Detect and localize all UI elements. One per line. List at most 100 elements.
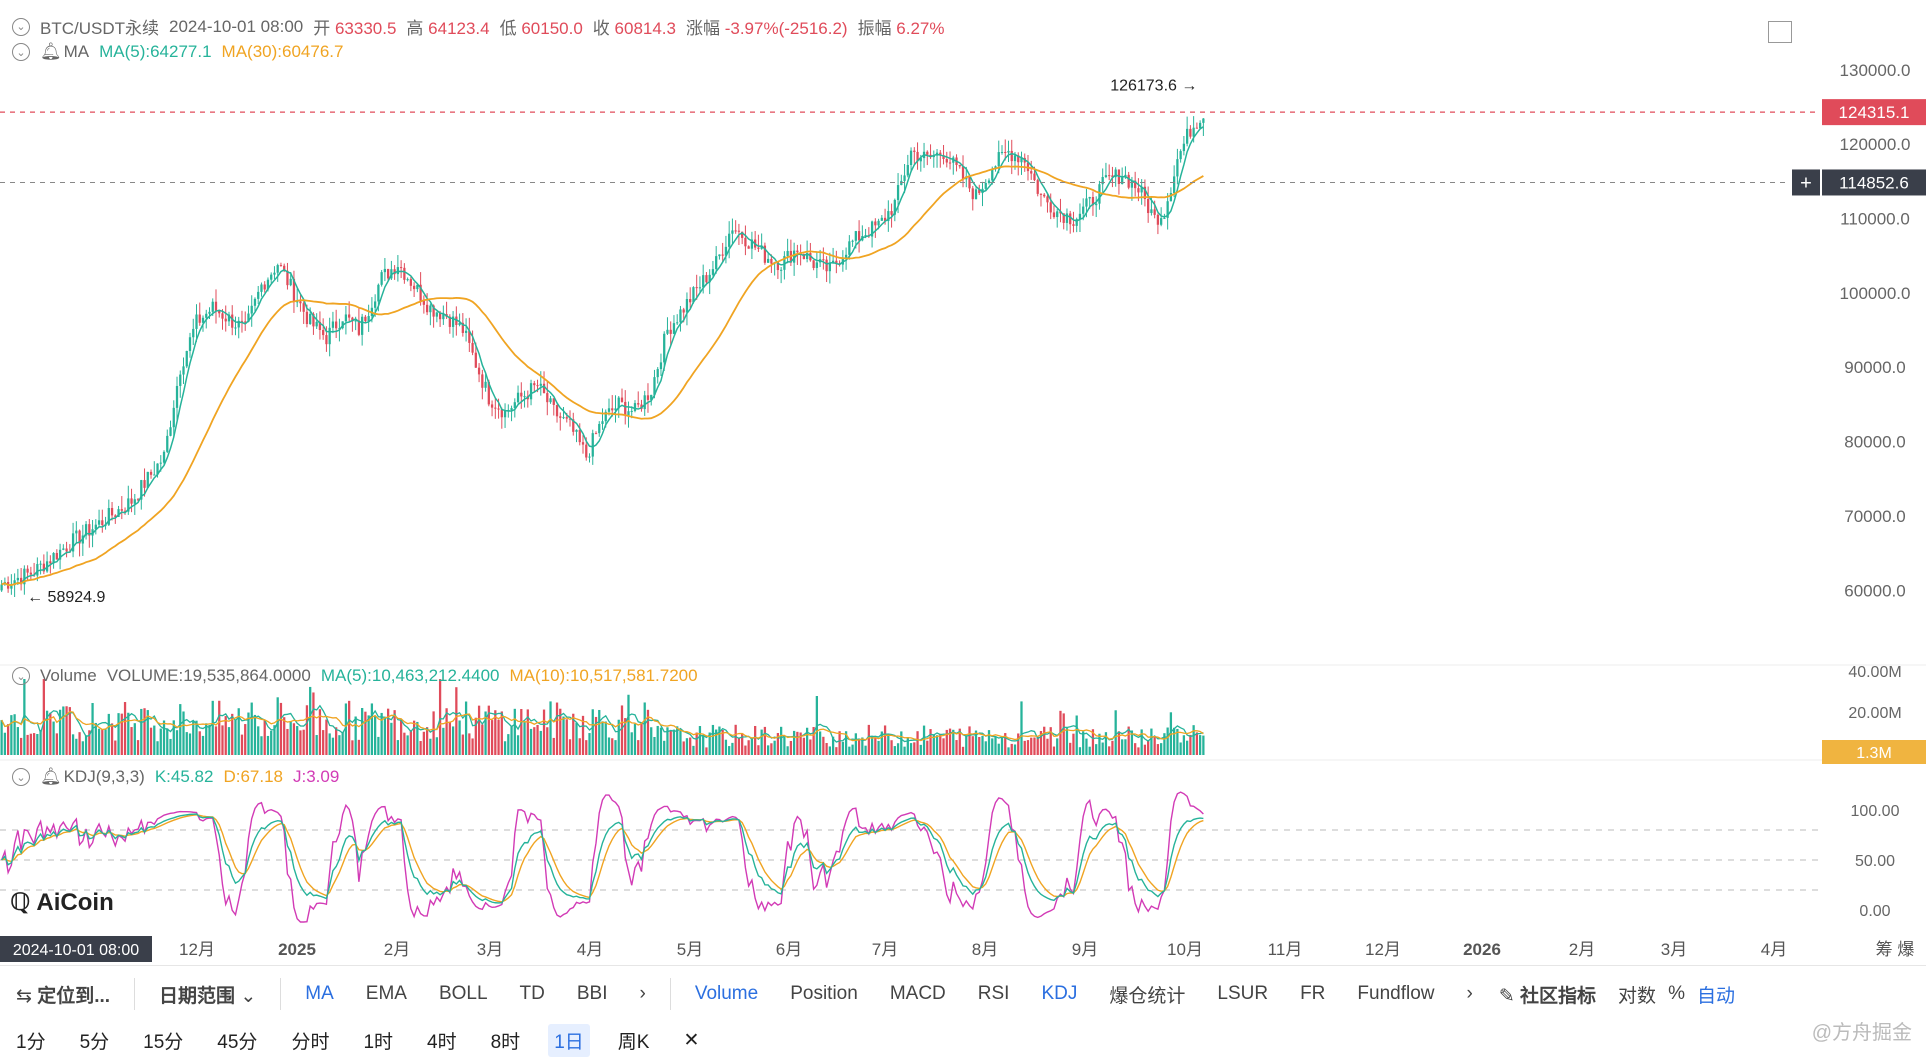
collapse-icon[interactable]: ⌄ [12,43,30,61]
open-value: 63330.5 [334,19,397,38]
x-axis-label: 3月 [477,940,503,959]
candle-body [1007,150,1010,153]
volume-bar [315,735,318,755]
sub-indicator-volume[interactable]: Volume [694,983,759,1004]
bell-icon[interactable]: 🔔︎ [40,42,62,61]
volume-bar [68,707,71,755]
timeframe-8h[interactable]: 8时 [490,1031,521,1053]
volume-bar [94,722,97,755]
timeframe-1d[interactable]: 1日 [548,1023,590,1057]
volume-bar [487,705,490,755]
locate-icon: ⇆ [16,985,32,1007]
candle-body [562,417,565,419]
candle-body [549,398,552,403]
sub-indicator-lsur[interactable]: LSUR [1217,983,1269,1004]
volume-bar [403,732,406,755]
sub-indicator-position[interactable]: Position [790,983,858,1004]
collapse-icon[interactable]: ⌄ [12,17,30,36]
expand-icon[interactable] [1768,21,1792,43]
sub-indicator-liquidation[interactable]: 爆仓统计 [1109,985,1186,1007]
log-scale-toggle[interactable]: 对数 [1618,985,1657,1007]
main-indicator-bbi[interactable]: BBI [576,983,608,1004]
candle-body [991,169,994,181]
volume-bar [854,733,857,755]
collapse-icon[interactable]: ⌄ [12,667,30,685]
candle-body [702,275,705,288]
volume-bar [792,730,796,755]
timeframe-15m[interactable]: 15分 [143,1031,184,1053]
volume-bar [1166,727,1169,755]
timeframe-weekly[interactable]: 周K [617,1031,650,1053]
timeframe-4h[interactable]: 4时 [427,1031,457,1053]
kdj-k-value: K:45.82 [154,767,214,786]
percent-toggle[interactable]: % [1668,983,1685,1004]
main-indicator-boll[interactable]: BOLL [438,983,488,1004]
main-indicator-ma[interactable]: MA [305,983,334,1004]
sub-indicator-fr[interactable]: FR [1300,983,1326,1004]
candle-body [555,404,559,417]
candle-body [676,322,679,324]
candle-body [71,533,75,552]
volume-bar [266,735,270,755]
volume-bar [958,728,961,755]
volume-bar [221,725,224,755]
volume-bar [136,740,140,755]
volume-bar [611,738,614,755]
volume-bar [838,731,841,755]
close-icon[interactable]: ✕ [683,1029,700,1051]
candle-body [939,152,942,156]
date-range-button[interactable]: 日期范围 ⌄ [159,985,257,1007]
bell-icon[interactable]: 🔔︎ [40,767,62,786]
candle-body [357,320,361,335]
locate-button[interactable]: ⇆ 定位到... [16,985,111,1007]
x-axis-label: 3月 [1661,940,1687,959]
volume-bar [270,730,273,755]
candle-body [296,301,299,303]
volume-bar [942,738,945,755]
volume-bar [114,740,117,755]
volume-bar [533,727,536,755]
volume-bar [425,727,429,755]
main-indicator-ema[interactable]: EMA [365,983,407,1004]
candle-body [864,235,867,237]
candle-body [581,442,585,445]
volume-bar [991,738,994,755]
candle-body [926,151,929,155]
timeframe-1h[interactable]: 1时 [363,1031,394,1053]
volume-bar [260,736,263,755]
community-indicators-button[interactable]: ✎ 社区指标 [1498,985,1597,1007]
candle-body [614,408,617,411]
chart-area[interactable]: 130000.0 120000.0 110000.0 100000.0 90000.0 8… [0,0,1926,965]
volume-bar [120,713,123,755]
volume-bar [0,720,3,755]
chevron-right-icon[interactable]: › [1466,983,1473,1004]
candle-body [854,231,857,241]
sub-indicator-rsi[interactable]: RSI [977,983,1010,1004]
timeframe-1m[interactable]: 1分 [16,1031,46,1053]
ma-header: ⌄ 🔔︎ MA MA(5):64277.1 MA(30):60476.7 [12,42,343,62]
volume-bar [890,740,893,755]
volume-bar [848,746,851,755]
sub-indicator-kdj[interactable]: KDJ [1041,983,1078,1004]
candle-body [874,221,877,226]
timeframe-45m[interactable]: 45分 [217,1031,258,1053]
collapse-icon[interactable]: ⌄ [12,768,30,786]
volume-bar [481,724,484,755]
volume-bar [39,729,42,755]
candle-body [877,220,880,226]
timeframe-5m[interactable]: 5分 [79,1031,110,1053]
main-indicator-td[interactable]: TD [519,983,545,1004]
volume-bar [399,719,403,755]
candle-body [94,524,97,530]
volume-bar [1088,746,1091,755]
sub-indicator-fundflow[interactable]: Fundflow [1357,983,1435,1004]
auto-scale-toggle[interactable]: 自动 [1696,985,1735,1007]
volume-bar [127,712,130,755]
chevron-right-icon[interactable]: › [639,983,646,1004]
volume-bar [32,733,36,755]
candle-body [650,394,653,400]
candle-body [1088,197,1091,199]
timeframe-timeline[interactable]: 分时 [291,1031,330,1053]
sub-indicator-macd[interactable]: MACD [889,983,946,1004]
volume-bar [1023,740,1026,755]
